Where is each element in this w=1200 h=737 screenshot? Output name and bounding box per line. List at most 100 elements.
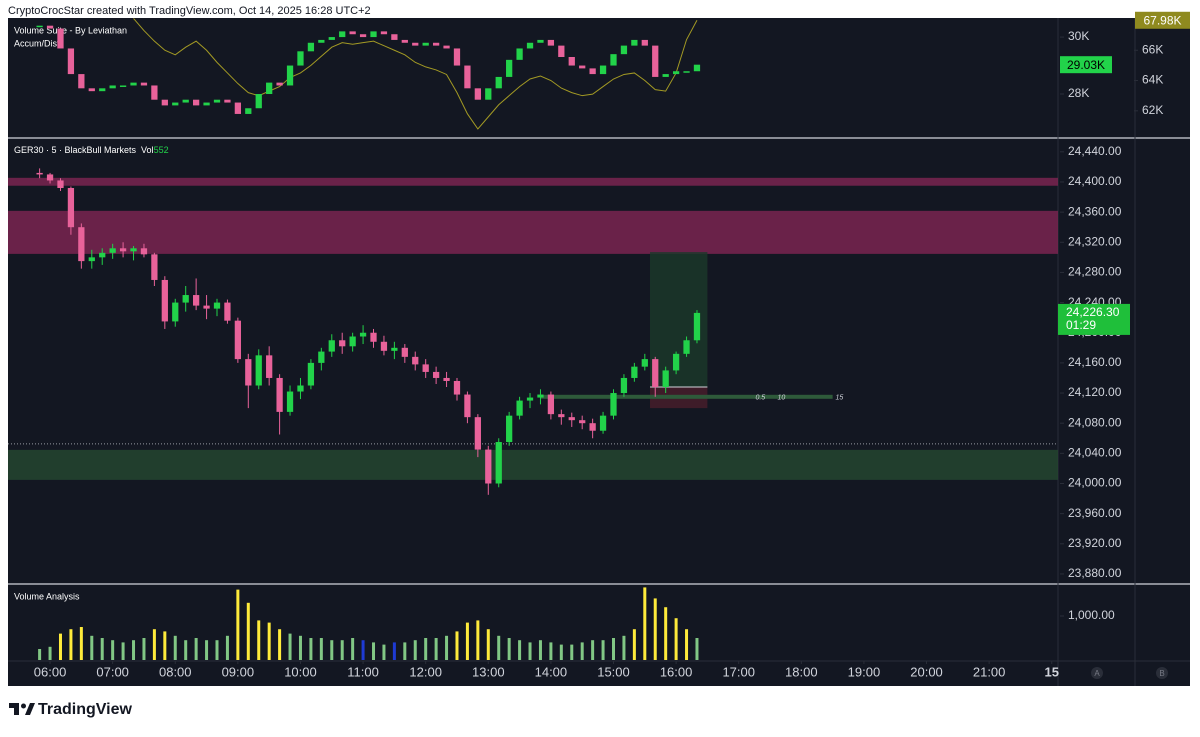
- button-label[interactable]: A: [1094, 669, 1100, 678]
- button[interactable]: A: [1091, 667, 1103, 679]
- y-tick-label: 24,080.00: [1068, 415, 1122, 429]
- candle-body: [412, 356, 419, 365]
- pane-title: Volume Suite - By Leviathan: [14, 25, 127, 35]
- volume-bar: [163, 631, 167, 660]
- indicator-candle: [46, 25, 54, 29]
- candle-body: [589, 423, 596, 431]
- volume-bar: [497, 635, 501, 660]
- y-tick-label: 24,120.00: [1068, 385, 1122, 399]
- volume-bar: [445, 635, 449, 660]
- y-tick-label: 24,280.00: [1068, 265, 1122, 279]
- volume-bar: [173, 635, 177, 660]
- pane-title: Volume Analysis: [14, 591, 80, 601]
- pane-title: GER30 · 5 · BlackBull Markets Vol552: [14, 145, 169, 155]
- candle-body: [297, 385, 304, 392]
- y-tick-label: 64K: [1142, 73, 1163, 87]
- candle-body: [370, 332, 377, 342]
- candle-body: [495, 442, 502, 484]
- volume-bar: [591, 640, 595, 660]
- y-tick-label: 23,880.00: [1068, 566, 1122, 580]
- indicator-candle: [328, 37, 335, 40]
- indicator-candle: [568, 57, 575, 66]
- indicator-candle: [474, 88, 481, 100]
- indicator-candle: [307, 42, 315, 52]
- volume-bar: [486, 629, 490, 660]
- indicator-candle: [339, 31, 346, 38]
- value-badge-label: 29.03K: [1067, 58, 1105, 72]
- volume-bar: [69, 629, 73, 660]
- candle-body: [620, 377, 628, 394]
- x-tick-label: 06:00: [34, 664, 67, 679]
- candle-body: [88, 257, 95, 262]
- x-tick-label: 18:00: [785, 664, 818, 679]
- candle-body: [328, 340, 335, 352]
- candle-body: [641, 359, 648, 367]
- indicator-candle: [579, 65, 586, 69]
- indicator-candle: [67, 48, 75, 75]
- level-label: 0.5: [755, 395, 765, 402]
- volume-bar: [278, 629, 282, 660]
- candle-body: [443, 377, 450, 381]
- candle-body: [662, 370, 669, 388]
- x-tick-label: 15: [1045, 664, 1059, 679]
- volume-bar: [518, 640, 522, 660]
- indicator-candle: [297, 51, 304, 66]
- candle-body: [161, 279, 168, 322]
- button[interactable]: B: [1156, 667, 1168, 679]
- candle-body: [672, 353, 680, 371]
- candle-body: [46, 174, 54, 181]
- volume-bar: [309, 638, 313, 660]
- candle-body: [203, 305, 210, 309]
- volume-bar: [100, 638, 104, 660]
- indicator-candle: [391, 34, 398, 40]
- x-tick-label: 10:00: [284, 664, 317, 679]
- indicator-candle: [255, 94, 262, 109]
- candle-body: [485, 449, 492, 484]
- candle-body: [401, 347, 408, 357]
- volume-bar: [465, 622, 469, 660]
- chart-background: [8, 18, 1190, 686]
- x-tick-label: 21:00: [973, 664, 1006, 679]
- y-tick-label: 28K: [1068, 86, 1089, 100]
- volume-bar: [225, 635, 229, 660]
- candle-body: [57, 180, 64, 188]
- indicator-candle: [693, 64, 701, 72]
- indicator-candle: [266, 82, 273, 95]
- candle-body: [568, 417, 575, 421]
- zone: [8, 210, 1058, 254]
- candle-body: [339, 340, 346, 347]
- candle-body: [99, 252, 106, 258]
- candle-body: [172, 302, 179, 322]
- volume-bar: [351, 638, 355, 660]
- indicator-candle: [182, 99, 189, 103]
- candle-body: [255, 355, 262, 386]
- candle-body: [547, 394, 555, 415]
- value-badge: [1060, 56, 1112, 74]
- indicator-candle: [506, 59, 513, 77]
- candle-body: [599, 415, 607, 431]
- indicator-candle: [610, 54, 617, 66]
- volume-bar: [142, 638, 146, 660]
- volume-bar: [528, 642, 532, 660]
- indicator-candle: [99, 88, 106, 92]
- y-tick-label: 24,040.00: [1068, 446, 1122, 460]
- indicator-candle: [286, 65, 294, 86]
- indicator-candle: [370, 31, 377, 38]
- y-tick-label: 24,400.00: [1068, 174, 1122, 188]
- volume-bar: [622, 635, 626, 660]
- indicator-candle: [672, 71, 680, 75]
- header: CryptoCrocStar created with TradingView.…: [8, 5, 371, 17]
- y-tick-label: 62K: [1142, 103, 1163, 117]
- y-tick-label: 24,440.00: [1068, 144, 1122, 158]
- volume-bar: [58, 633, 62, 660]
- candle-body: [380, 341, 388, 351]
- level-label: 10: [777, 395, 785, 402]
- candle-body: [307, 362, 315, 386]
- indicator-candle: [203, 102, 210, 106]
- candle-body: [683, 340, 690, 354]
- zone: [8, 177, 1058, 186]
- button-label[interactable]: B: [1159, 669, 1164, 678]
- zone: [8, 449, 1058, 480]
- volume-bar: [382, 644, 386, 660]
- volume-bar: [695, 638, 699, 660]
